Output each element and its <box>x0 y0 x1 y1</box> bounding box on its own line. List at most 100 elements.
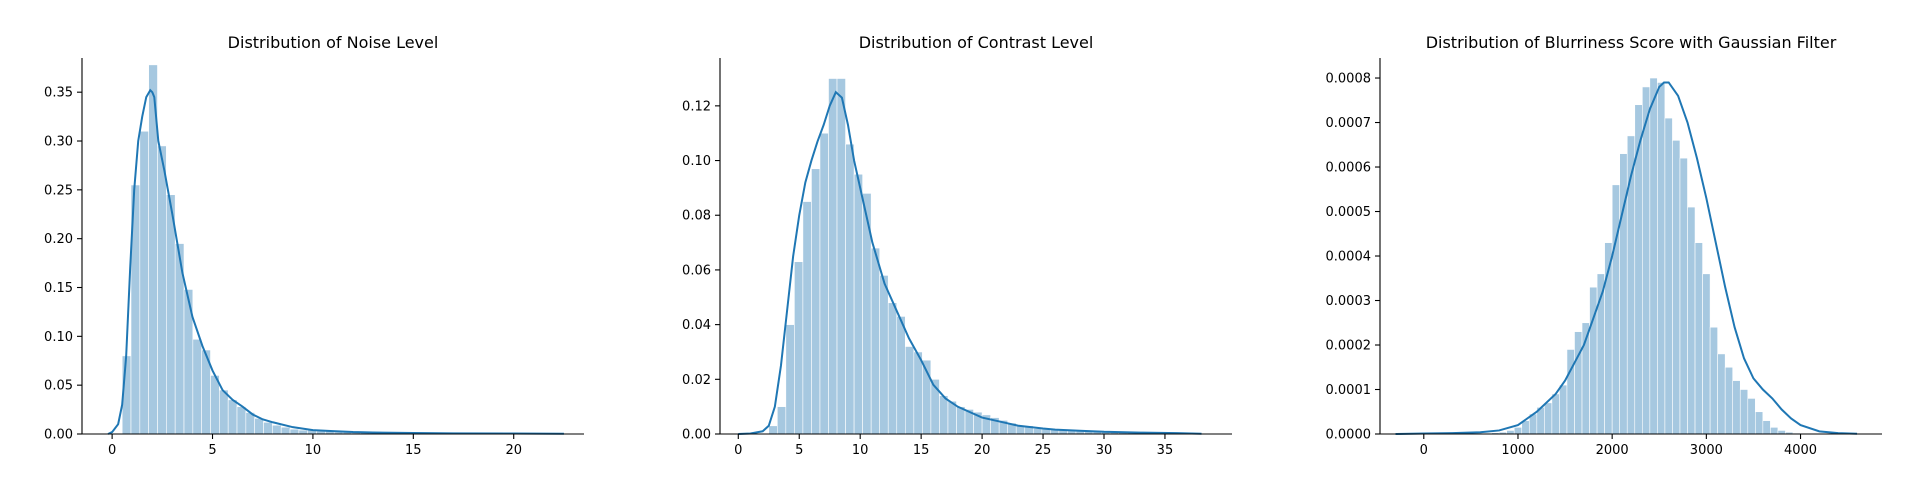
y-tick-label: 0.06 <box>682 263 711 278</box>
histogram-bar <box>1770 427 1779 435</box>
histogram-bar <box>166 194 176 435</box>
histogram-bar <box>828 78 838 435</box>
x-tick-label: 10 <box>305 443 322 458</box>
histogram-bar <box>139 130 149 435</box>
y-tick-label: 0.0005 <box>1326 205 1372 220</box>
histogram-bar <box>1611 184 1620 435</box>
histogram-bar <box>280 426 291 435</box>
histogram-bar <box>904 346 915 435</box>
histogram-bar <box>1739 389 1749 435</box>
histogram-bar <box>1702 273 1711 435</box>
y-tick-label: 0.10 <box>682 154 711 169</box>
chart-panel-1: Distribution of Noise Level 0 5 10 15 20 0.00 0… <box>44 33 584 458</box>
kde-line <box>107 88 564 435</box>
histogram-bar <box>272 424 282 435</box>
histogram-bar <box>1732 380 1741 435</box>
x-tick-label: 15 <box>405 443 422 458</box>
histogram-bar <box>1513 427 1523 435</box>
y-tick-label: 0.35 <box>44 86 73 101</box>
histogram-bar <box>768 425 778 435</box>
histogram-bar <box>1717 353 1726 435</box>
histogram-bar <box>1657 82 1666 435</box>
histogram-bar <box>1747 398 1756 435</box>
y-tick-label: 0.04 <box>682 318 711 333</box>
histogram-bar <box>802 201 812 435</box>
x-tick-label: 1000 <box>1501 443 1534 458</box>
histogram-bar <box>263 421 273 435</box>
histogram-bar <box>853 173 863 435</box>
y-tick-label: 0.0001 <box>1326 383 1372 398</box>
y-tick-label: 0.20 <box>44 232 73 247</box>
histogram-bar <box>1559 384 1568 435</box>
y-tick-label: 0.0006 <box>1326 161 1372 176</box>
histogram-bar <box>289 428 300 435</box>
histogram-bar <box>1664 117 1673 435</box>
y-tick-label: 0.15 <box>44 281 73 296</box>
histogram-bar <box>157 145 167 435</box>
chart-title: Distribution of Contrast Level <box>859 33 1094 52</box>
y-tick-label: 0.0000 <box>1326 428 1372 443</box>
chart-title: Distribution of Noise Level <box>228 33 439 52</box>
histogram-bar <box>192 338 202 435</box>
histogram-bar <box>227 399 238 435</box>
y-tick-label: 0.0003 <box>1326 294 1372 309</box>
histogram-bar <box>1687 206 1696 435</box>
histogram-bar <box>236 406 247 435</box>
x-tick-label: 15 <box>913 443 930 458</box>
histogram-bar <box>219 389 229 435</box>
histogram-bar <box>254 418 264 435</box>
x-tick-label: 30 <box>1096 443 1113 458</box>
histogram-bar <box>939 395 949 435</box>
histogram-bar <box>1626 135 1636 435</box>
histogram-bar <box>1672 140 1681 435</box>
x-tick-label: 4000 <box>1784 443 1817 458</box>
histogram-bar <box>1724 366 1734 435</box>
y-tick-label: 0.00 <box>682 428 711 443</box>
y-tick-label: 0.02 <box>682 373 711 388</box>
histogram-bar <box>811 168 821 435</box>
histogram-bar <box>1551 393 1560 435</box>
y-tick-label: 0.0007 <box>1326 116 1372 131</box>
y-tick-label: 0.05 <box>44 379 73 394</box>
y-tick-label: 0.0004 <box>1326 250 1372 265</box>
x-tick-label: 0 <box>108 443 116 458</box>
x-tick-label: 35 <box>1157 443 1174 458</box>
histogram-bar <box>887 302 898 435</box>
histogram-bar <box>1574 331 1583 435</box>
x-tick-label: 20 <box>974 443 991 458</box>
histogram-bar <box>1679 157 1688 435</box>
y-tick-label: 0.12 <box>682 99 711 114</box>
histogram-bar <box>836 78 846 435</box>
histogram-bar <box>896 316 906 435</box>
histogram-bar <box>956 406 966 435</box>
chart-panel-3: Distribution of Blurriness Score with Ga… <box>1326 33 1882 458</box>
histogram-bar <box>819 132 829 435</box>
histogram-bar <box>210 375 220 435</box>
y-tick-label: 0.0002 <box>1326 339 1372 354</box>
x-tick-label: 3000 <box>1690 443 1723 458</box>
chart-title: Distribution of Blurriness Score with Ga… <box>1426 33 1837 52</box>
kde-line <box>1395 81 1858 435</box>
histogram-bar <box>1544 402 1553 435</box>
y-tick-label: 0.10 <box>44 330 73 345</box>
histogram-bar <box>1642 86 1651 435</box>
y-tick-label: 0.25 <box>44 183 73 198</box>
x-tick-label: 25 <box>1035 443 1052 458</box>
histogram-bar <box>845 143 855 435</box>
x-tick-label: 20 <box>505 443 522 458</box>
histogram-bar <box>776 406 787 435</box>
chart-panel-2: Distribution of Contrast Level 0 5 10 15 20 25… <box>682 33 1232 458</box>
histogram-bar <box>1694 242 1703 435</box>
kde-line <box>738 90 1202 435</box>
x-tick-label: 0 <box>1420 443 1428 458</box>
histogram-bar <box>1649 77 1658 435</box>
histogram-bar <box>785 324 795 435</box>
histogram-bar <box>913 351 923 435</box>
y-tick-label: 0.08 <box>682 209 711 224</box>
histogram-bar <box>1762 420 1771 435</box>
histogram-bar <box>1032 428 1043 435</box>
histogram-bar <box>794 261 804 435</box>
y-tick-label: 0.0008 <box>1326 72 1372 87</box>
histogram-bar <box>1755 411 1764 435</box>
